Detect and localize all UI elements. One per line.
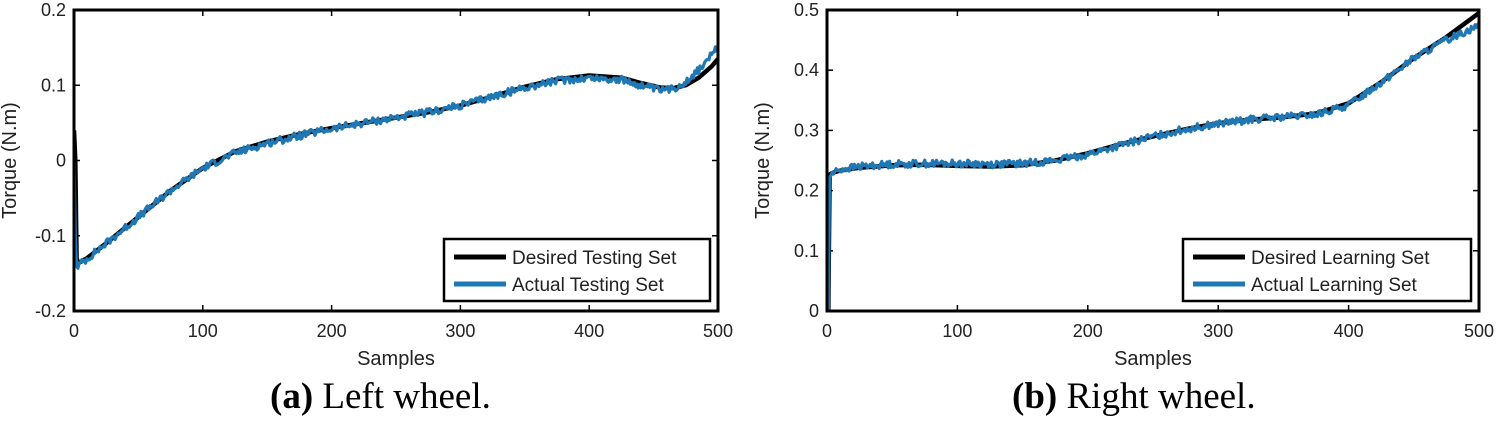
caption-a-label: (a) — [270, 376, 314, 417]
x-tick-label: 300 — [445, 321, 475, 341]
y-tick-label: 0 — [809, 301, 819, 321]
y-tick-label: 0 — [56, 151, 66, 171]
legend-label: Desired Learning Set — [1251, 248, 1430, 269]
y-tick-label: 0.3 — [794, 120, 819, 140]
legend-box — [1181, 237, 1473, 303]
caption-right-wheel: (b) Right wheel. — [1012, 375, 1256, 418]
plot-frame — [825, 8, 1481, 313]
y-tick-label: 0.1 — [41, 75, 66, 95]
x-tick-label: 200 — [317, 321, 347, 341]
y-tick-label: 0.2 — [794, 181, 819, 201]
caption-b-label: (b) — [1012, 376, 1058, 417]
x-tick-label: 100 — [942, 321, 972, 341]
y-tick-label: 0.5 — [794, 0, 819, 20]
legend-box — [442, 237, 712, 303]
x-tick-label: 400 — [1334, 321, 1364, 341]
caption-left-wheel: (a) Left wheel. — [270, 375, 491, 418]
legend-label: Actual Testing Set — [512, 275, 664, 296]
legend: Desired Learning Set Actual Learning Set — [1181, 237, 1473, 303]
y-tick-label: 0.4 — [794, 60, 819, 80]
series-line-desired — [74, 57, 718, 265]
x-axis-label: Samples — [1114, 348, 1192, 370]
y-axis-label: Torque (N.m) — [752, 102, 774, 219]
chart-a: 0 100 200 300 400 500 -0.2 -0.1 0 0.1 0.2 Samples To… — [0, 0, 733, 370]
x-tick-label: 200 — [1073, 321, 1103, 341]
caption-a-text: Left wheel. — [313, 376, 491, 417]
series-line-actual — [74, 45, 718, 270]
y-tick-label: 0.2 — [41, 0, 66, 20]
legend-label: Desired Testing Set — [512, 248, 677, 269]
legend-label: Actual Learning Set — [1251, 275, 1418, 296]
x-tick-label: 500 — [1464, 321, 1494, 341]
x-tick-label: 500 — [703, 321, 733, 341]
x-tick-label: 100 — [188, 321, 218, 341]
x-tick-label: 0 — [822, 321, 832, 341]
figure: 0 100 200 300 400 500 -0.2 -0.1 0 0.1 0.2 Samples To… — [0, 0, 1494, 370]
y-tick-label: -0.1 — [35, 226, 66, 246]
y-tick-label: -0.2 — [35, 301, 66, 321]
caption-b-text: Right wheel. — [1057, 376, 1256, 417]
x-tick-label: 0 — [69, 321, 79, 341]
x-tick-label: 300 — [1203, 321, 1233, 341]
series-line-actual — [827, 22, 1479, 311]
x-tick-label: 400 — [574, 321, 604, 341]
chart-b: 0 100 200 300 400 500 0 0.1 0.2 0.3 0.4 0.5 Samples T… — [752, 0, 1494, 370]
y-tick-label: 0.1 — [794, 241, 819, 261]
x-axis-label: Samples — [357, 348, 435, 370]
legend: Desired Testing Set Actual Testing Set — [442, 237, 712, 303]
y-axis-label: Torque (N.m) — [0, 102, 21, 219]
plot-frame — [72, 8, 720, 313]
